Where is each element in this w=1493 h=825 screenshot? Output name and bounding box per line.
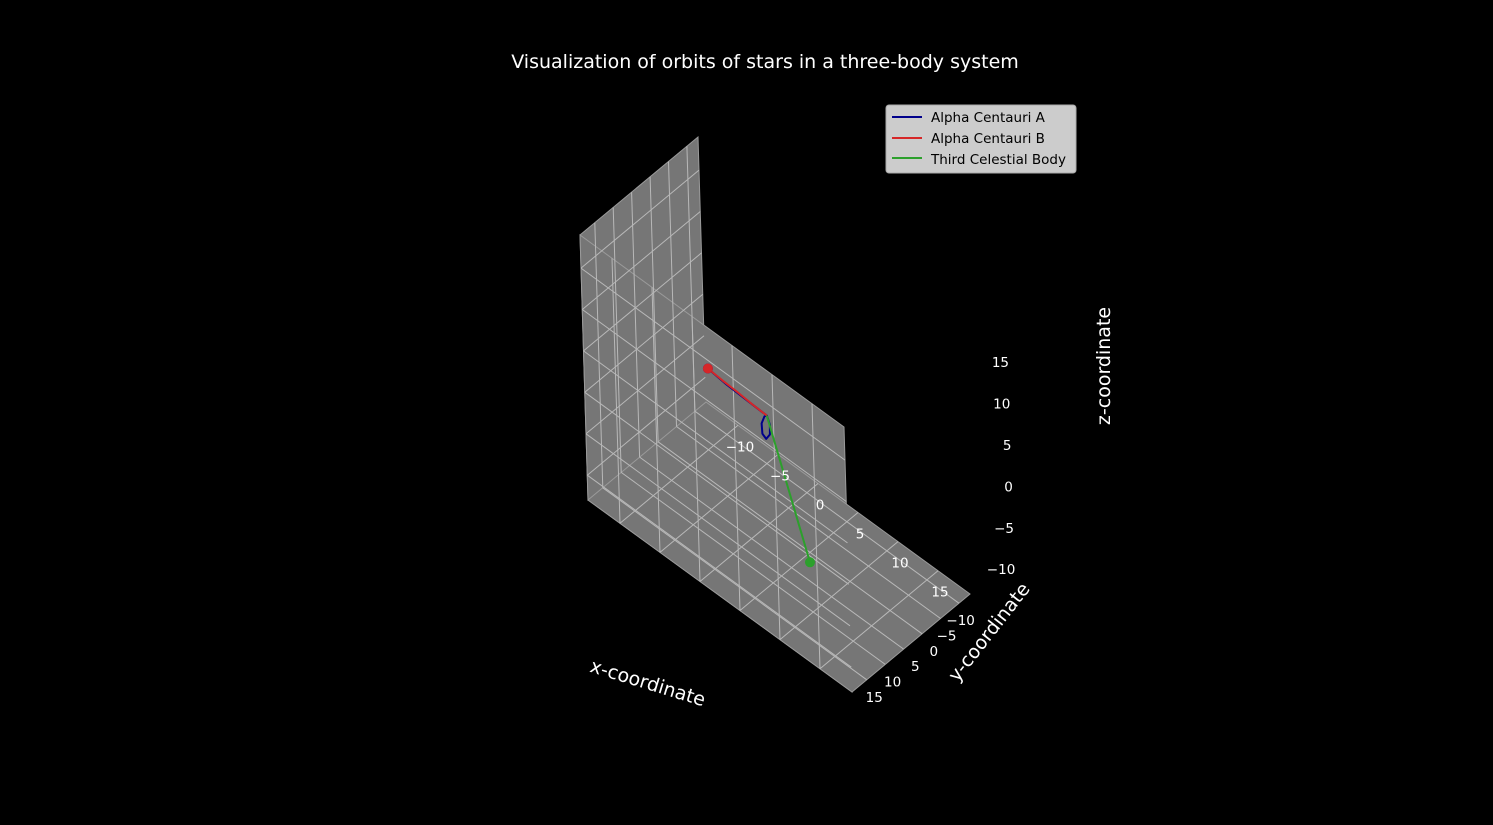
y-tick-label: 0 (930, 644, 939, 660)
grid-back-x (771, 374, 781, 640)
y-tick-label: 15 (866, 690, 883, 706)
grid-back-z (584, 391, 850, 585)
z-tick-label: −10 (987, 562, 1016, 578)
series-end-marker-1 (702, 363, 713, 374)
z-tick-label: 0 (1004, 479, 1013, 495)
grid-floor-y (694, 410, 960, 604)
legend-label-alpha-a: Alpha Centauri A (931, 110, 1046, 126)
grid-floor-y (676, 426, 941, 619)
grid-left-z (580, 169, 700, 269)
grid-left-y (686, 146, 696, 412)
z-tick-label: −5 (994, 521, 1014, 537)
grid-back-z (580, 267, 846, 461)
grid-left-y (649, 176, 659, 442)
series-line-1 (707, 367, 768, 417)
grid-left-y (612, 207, 622, 473)
z-tick-label: 15 (992, 355, 1009, 371)
grid-back-z (585, 433, 851, 627)
grid-floor-y (602, 487, 868, 681)
grid-floor-x (699, 483, 819, 582)
grid-floor-x (659, 454, 779, 553)
grid-back-z (583, 350, 848, 544)
grid-lines (580, 146, 960, 681)
grid-left-z (581, 211, 701, 310)
grid-floor-y (620, 471, 886, 665)
grid-floor-x (619, 424, 739, 524)
x-tick-label: 15 (931, 585, 948, 601)
series-end-marker-2 (805, 557, 815, 568)
series-line-2 (765, 415, 811, 563)
grid-floor-y (639, 456, 904, 650)
legend: Alpha Centauri A Alpha Centauri B Third … (885, 104, 1077, 174)
x-tick-label: 5 (856, 527, 865, 543)
grid-back-x (811, 403, 821, 669)
z-tick-label: 10 (993, 397, 1010, 413)
grid-left-y (668, 161, 677, 427)
pane-floor (587, 401, 971, 693)
legend-box (885, 104, 1077, 174)
y-tick-label: 5 (911, 659, 920, 675)
grid-floor-x (739, 512, 859, 611)
grid-back-x (651, 287, 661, 553)
y-tick-label: −10 (946, 613, 975, 629)
grid-left-z (585, 335, 705, 435)
x-tick-label: −10 (726, 439, 755, 455)
z-axis-label: z-coordinate (1093, 307, 1115, 425)
x-tick-label: 0 (816, 498, 825, 514)
grid-back-z (582, 309, 847, 502)
grid-left-y (594, 222, 604, 488)
y-tick-label: 10 (884, 674, 901, 690)
grid-left-z (586, 376, 706, 476)
legend-label-third-body: Third Celestial Body (930, 152, 1066, 168)
grid-back-z (587, 474, 852, 668)
grid-floor-y (657, 441, 923, 635)
x-tick-label: 10 (891, 556, 908, 572)
z-tick-label: 5 (1003, 438, 1012, 454)
grid-left-y (631, 192, 641, 458)
y-tick-label: −5 (937, 629, 957, 645)
grid-floor-x (779, 541, 899, 640)
series-layer (702, 363, 815, 568)
grid-back-x (611, 258, 621, 524)
x-tick-label: −5 (770, 468, 790, 484)
grid-left-z (583, 252, 702, 352)
legend-label-alpha-b: Alpha Centauri B (931, 131, 1045, 147)
chart-title: Visualization of orbits of stars in a th… (511, 51, 1019, 73)
grid-left-z (584, 293, 704, 393)
grid-floor-x (819, 570, 939, 670)
